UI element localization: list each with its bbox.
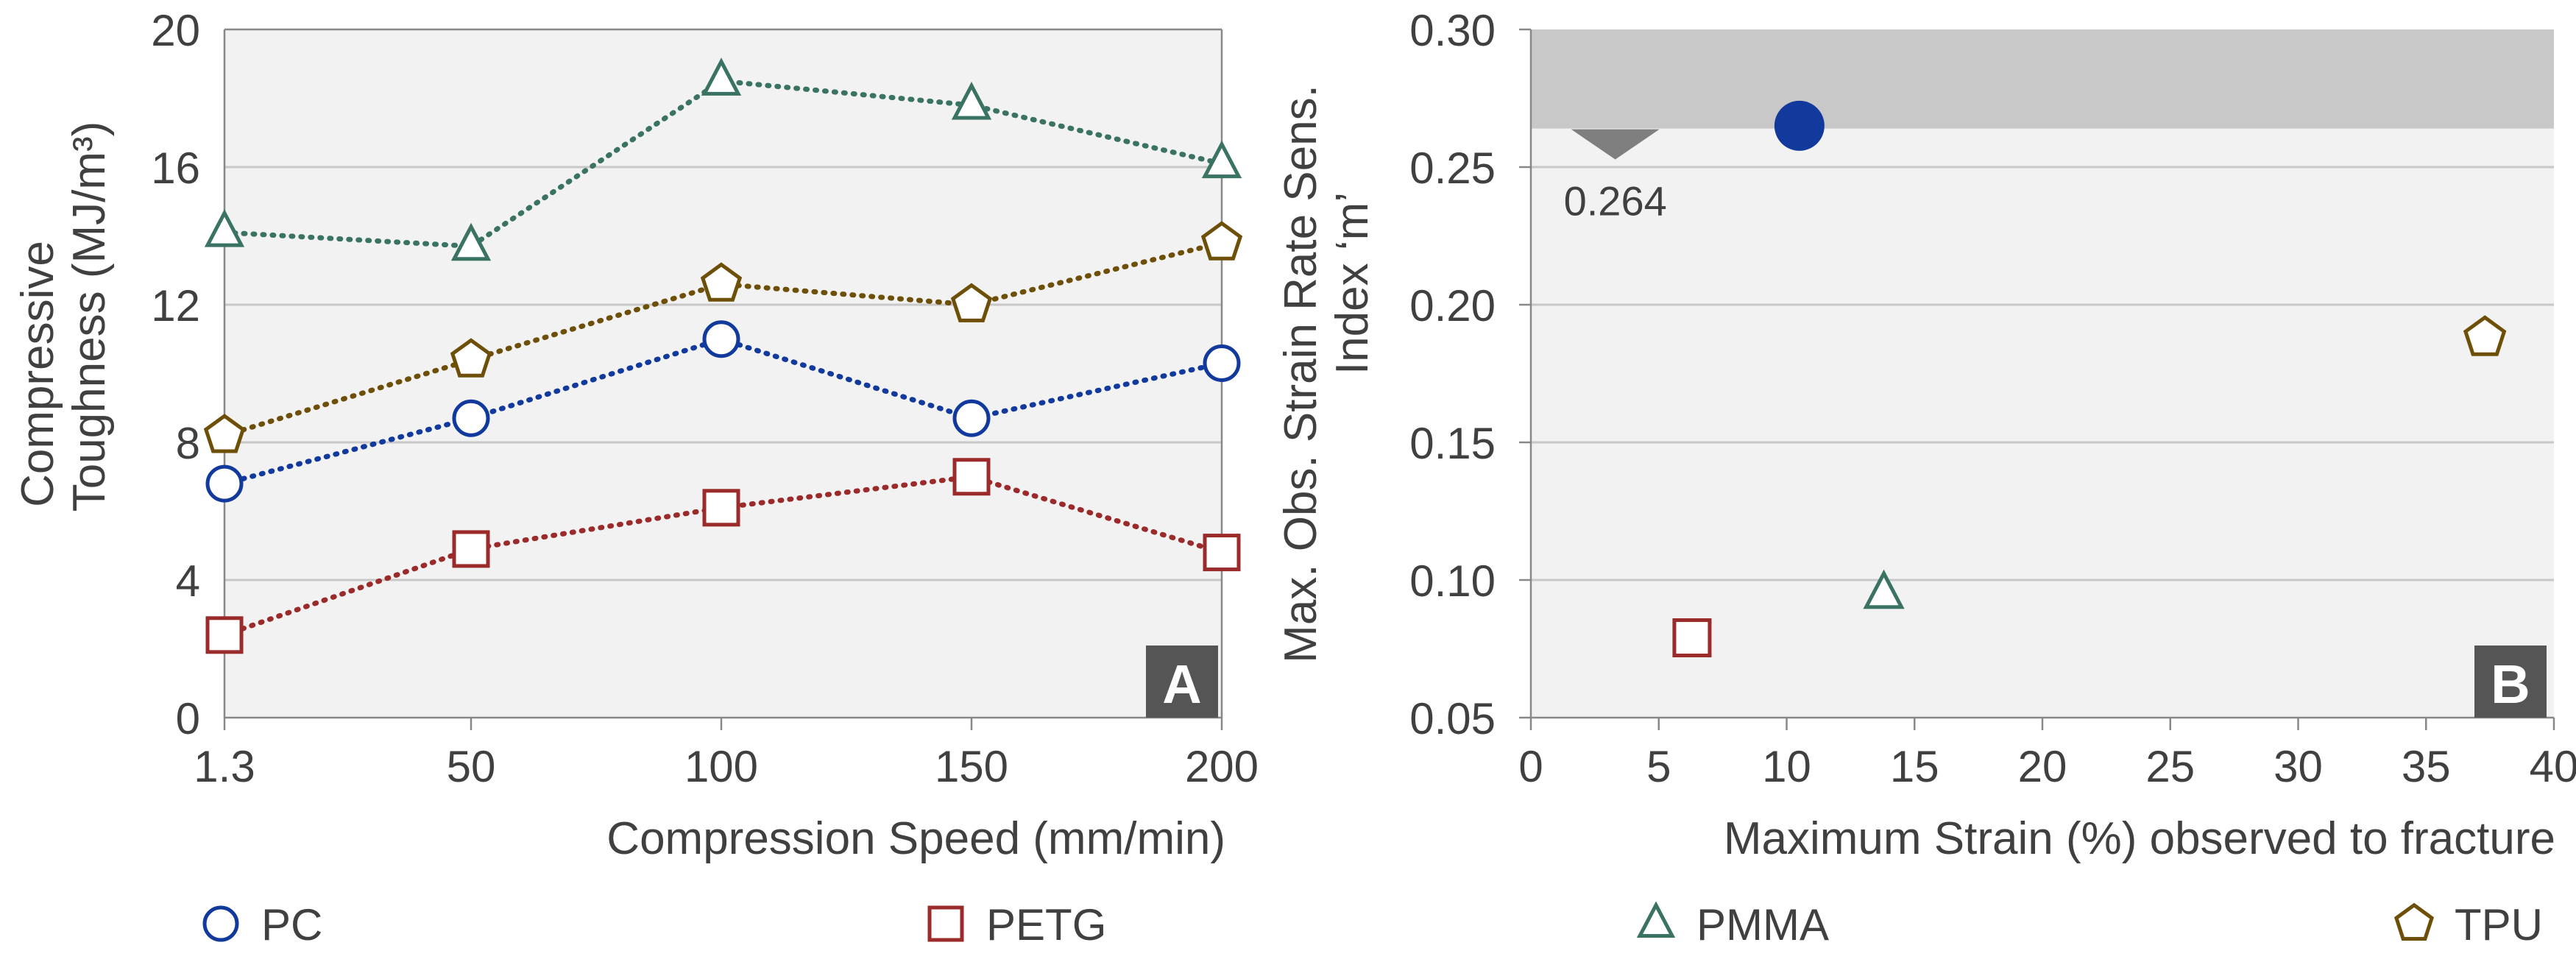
- panel-a-gridlines: [224, 166, 1222, 581]
- panel-a-badge-label: A: [1162, 654, 1201, 715]
- panel-b-badge-label: B: [2491, 654, 2530, 715]
- legend-petg-marker: [927, 905, 964, 942]
- panel-b-y-ticks: 0.05 0.10 0.15 0.20 0.25 0.30: [1409, 6, 1531, 743]
- panel-b-gridlines: [1531, 166, 2554, 581]
- panel-b-y-tick-label: 0.15: [1409, 419, 1496, 468]
- panel-a-petg-point: [1203, 534, 1241, 572]
- panel-b-plot-area: [1531, 29, 2554, 718]
- panel-b-x-tick-label: 10: [1762, 742, 1811, 791]
- panel-a-pc-point: [952, 399, 991, 437]
- legend-petg-label: PETG: [986, 900, 1106, 949]
- panel-a-x-tick-label: 1.3: [194, 742, 255, 791]
- panel-a-petg-point: [952, 458, 991, 496]
- panel-a-y-axis-label-line2: Toughness (MJ/m³): [64, 121, 115, 512]
- panel-a-x-tick-label: 50: [447, 742, 496, 791]
- legend: PC PETG PMMA TPU: [202, 900, 2543, 949]
- panel-b-y-tick-label: 0.20: [1409, 281, 1496, 330]
- panel-a-chart: 1.3 50 100 150 200 0 4 8 12 16 20 A Compression S…: [13, 6, 1259, 864]
- panel-b-x-tick-label: 15: [1890, 742, 1939, 791]
- panel-a-badge: [1146, 646, 1218, 718]
- panel-b-y-tick-label: 0.10: [1409, 556, 1496, 606]
- panel-b-y-tick-label: 0.30: [1409, 6, 1496, 55]
- panel-b-x-ticks: 0 5 10 15 20 25 30 35 40: [1518, 718, 2576, 791]
- panel-a-pmma-point: [951, 82, 992, 120]
- panel-a-tpu-point: [700, 262, 743, 302]
- panel-a-y-ticks: 0 4 8 12 16 20: [151, 6, 200, 743]
- legend-pmma-label: PMMA: [1696, 900, 1829, 949]
- panel-b-y-axis-label-line1: Max. Obs. Strain Rate Sens.: [1275, 85, 1326, 663]
- panel-a-pc-point: [702, 320, 740, 358]
- panel-a-x-tick-label: 100: [684, 742, 758, 791]
- panel-a-tpu-point: [450, 338, 492, 378]
- legend-pmma-marker: [1636, 901, 1676, 938]
- panel-a-y-tick-label: 8: [176, 419, 200, 468]
- panel-b-x-tick-label: 30: [2274, 742, 2323, 791]
- panel-b-y-axis-label-line2: Index ‘m’: [1327, 192, 1378, 375]
- panel-b-tpu-point: [2463, 315, 2507, 356]
- panel-b-x-tick-label: 35: [2402, 742, 2451, 791]
- panel-b-pmma-point: [1863, 569, 1905, 609]
- panel-a-tpu-point: [1200, 221, 1243, 261]
- panel-a-pc-point: [1203, 344, 1241, 382]
- panel-a-pmma-point: [1201, 140, 1242, 179]
- legend-tpu-label: TPU: [2455, 900, 2543, 949]
- panel-a-petg-point: [702, 489, 740, 527]
- panel-b-chart: 0 5 10 15 20 25 30 35 40 0.05 0.10 0.15 0.20 0.25 0.3…: [1275, 6, 2576, 864]
- legend-pc-marker: [202, 905, 239, 942]
- panel-b-threshold-band: [1531, 29, 2554, 129]
- panel-b-badge: [2474, 646, 2547, 718]
- panel-b-y-tick-label: 0.05: [1409, 694, 1496, 743]
- panel-b-x-tick-label: 40: [2530, 742, 2576, 791]
- panel-a-petg-point: [452, 530, 490, 568]
- panel-a-pmma-point: [204, 209, 245, 247]
- panel-a-pmma-point: [450, 222, 492, 261]
- panel-b-x-tick-label: 20: [2018, 742, 2067, 791]
- panel-a-x-axis-label: Compression Speed (mm/min): [606, 813, 1225, 864]
- panel-a-tpu-point: [203, 414, 246, 453]
- panel-a-plot-area: [224, 29, 1222, 718]
- panel-a-pmma-point: [701, 57, 742, 96]
- panel-b-x-axis-label: Maximum Strain (%) observed to fracture: [1724, 813, 2555, 864]
- panel-b-threshold-label: 0.264: [1564, 178, 1667, 224]
- panel-a-x-ticks: 1.3 50 100 150 200: [194, 718, 1259, 791]
- panel-a-y-tick-label: 20: [151, 6, 200, 55]
- panel-b-threshold-marker: [1571, 129, 1660, 160]
- panel-a-x-tick-label: 200: [1185, 742, 1259, 791]
- legend-tpu-marker: [2393, 902, 2435, 941]
- panel-a-pc-point: [452, 399, 490, 437]
- legend-pc-label: PC: [261, 900, 322, 949]
- panel-a-series: [203, 57, 1243, 654]
- panel-a-petg-point: [205, 616, 244, 654]
- panel-a-y-tick-label: 12: [151, 281, 200, 330]
- panel-b-pc-point: [1774, 100, 1825, 151]
- panel-a-y-axis-label-line1: Compressive: [13, 241, 63, 507]
- panel-b-y-tick-label: 0.25: [1409, 144, 1496, 193]
- panel-a-tpu-point: [950, 283, 993, 322]
- panel-b-x-tick-label: 25: [2145, 742, 2195, 791]
- panel-a-y-tick-label: 4: [176, 556, 200, 606]
- panel-a-y-tick-label: 0: [176, 694, 200, 743]
- panel-b-x-tick-label: 5: [1646, 742, 1671, 791]
- panel-a-y-tick-label: 16: [151, 144, 200, 193]
- panel-b-petg-point: [1672, 618, 1712, 658]
- panel-a-x-tick-label: 150: [935, 742, 1008, 791]
- panel-b-x-tick-label: 0: [1518, 742, 1543, 791]
- panel-b-points: [1672, 100, 2507, 658]
- panel-a-pc-point: [205, 464, 244, 503]
